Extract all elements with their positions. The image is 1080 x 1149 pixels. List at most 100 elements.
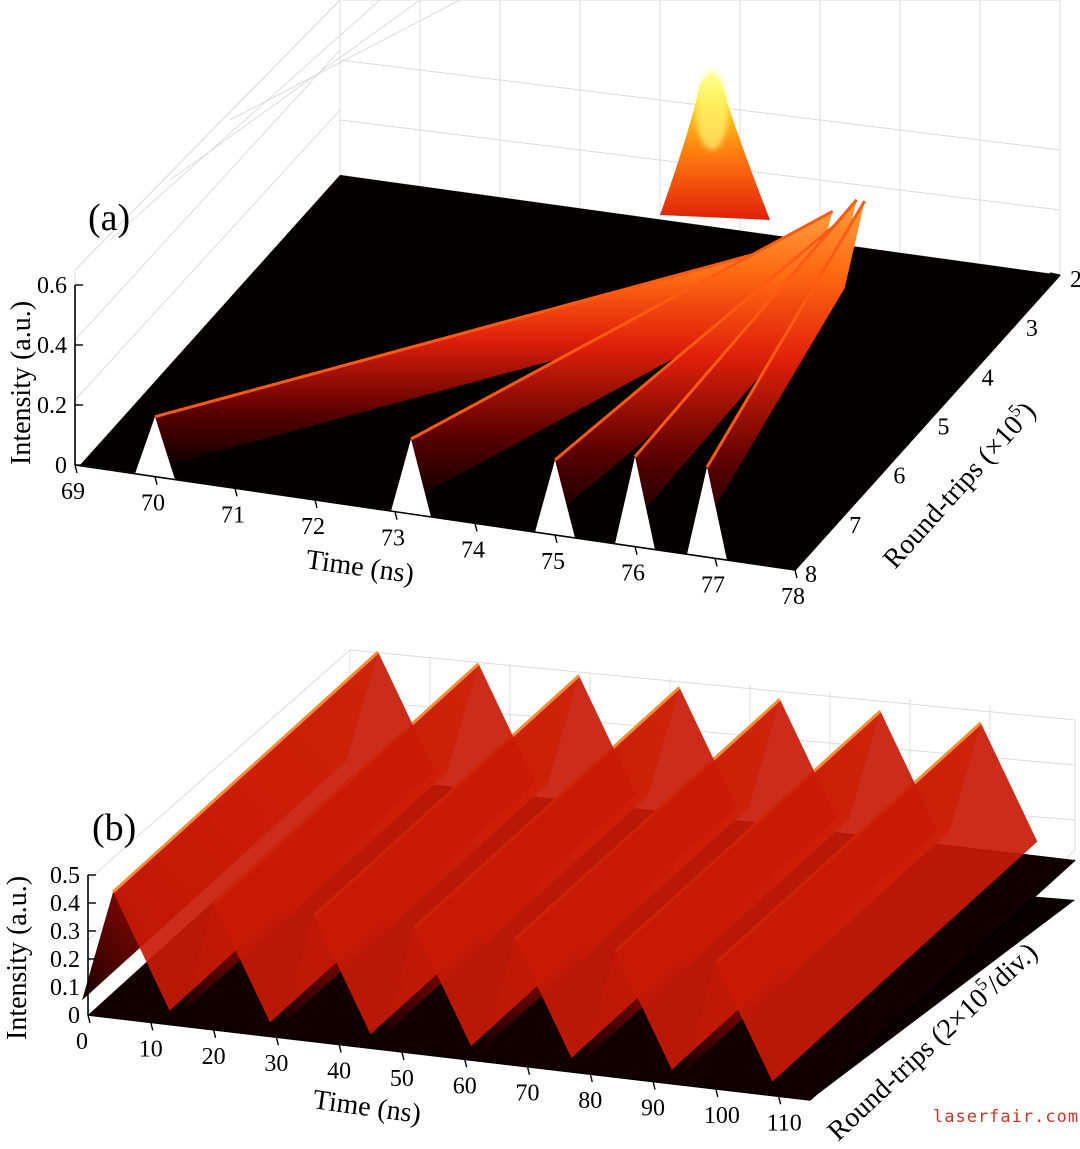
- panel-a-x-tick-mark: [474, 523, 478, 532]
- panel-a-x-tick-mark: [554, 534, 558, 544]
- panel-a-y-tick-label: 5: [938, 415, 950, 441]
- panel-a-x-tick-mark: [314, 499, 318, 509]
- panel-b-axes: [87, 859, 1076, 1101]
- panel-b-pulse-fall: [113, 651, 435, 1011]
- panel-b-x-tick-label: 110: [767, 1110, 802, 1136]
- panel-a-x-tick-mark: [234, 488, 238, 497]
- panel-a-x-tick-mark: [394, 511, 398, 520]
- panel-b-x-tick-label: 0: [76, 1029, 88, 1055]
- panel-b-z-tick-label: 0.3: [50, 919, 80, 945]
- panel-a-x-tick-label: 77: [701, 572, 725, 598]
- panel-b-x-tick-mark: [464, 1059, 468, 1068]
- panel-b-x-tick-mark: [275, 1037, 280, 1046]
- panel-b-x-tick-label: 60: [453, 1073, 477, 1099]
- panel-a-y-tick-mark: [873, 468, 884, 473]
- panel-b-pulse-fall: [615, 711, 937, 1070]
- panel-b-x-tick-label: 10: [139, 1036, 163, 1062]
- panel-a-y-tick-label: 7: [849, 513, 861, 539]
- panel-b-x-tick-label: 40: [327, 1059, 351, 1085]
- panel-a-x-tick-label: 72: [301, 514, 325, 540]
- panel-b-x-tick-label: 30: [264, 1051, 288, 1077]
- panel-b-z-tick-label: 0.4: [50, 891, 80, 917]
- panel-b-x-tick-label: 90: [641, 1096, 665, 1122]
- panel-b-z-axis-title: Intensity (a.u.): [2, 876, 33, 1040]
- panel-a-y-tick-mark: [784, 567, 796, 571]
- panel-a-ridge-3: [535, 213, 849, 533]
- panel-a-x-ticks: 69 70 71 72 73 74 75 76 77 78: [61, 464, 805, 610]
- panel-a-x-tick-mark: [794, 569, 798, 579]
- panel-a-ridge-crest-4: [633, 198, 858, 458]
- panel-b-label: (b): [92, 807, 136, 849]
- panel-a-y-tick-label: 4: [982, 365, 994, 391]
- panel-b-x-tick-mark: [526, 1066, 531, 1075]
- panel-b-x-ticks: 0 10 20 30 40 50 60 70 80 90 100 110: [76, 1014, 802, 1136]
- panel-a-ridge-front-2: [391, 439, 431, 517]
- panel-a-ridge-4: [615, 199, 857, 544]
- panel-b-x-tick-mark: [87, 1014, 91, 1024]
- panel-a-x-tick-mark: [714, 558, 718, 567]
- panel-a-x-tick-label: 76: [621, 561, 645, 587]
- panel-b-x-tick-mark: [589, 1073, 593, 1083]
- panel-a-ridge-2: [391, 211, 833, 512]
- panel-a-x-tick-mark: [74, 464, 78, 474]
- panel-a-x-tick-label: 69: [61, 479, 85, 505]
- panel-a-ridge-5: [687, 201, 865, 555]
- panel-a-ridge-crest-1: [154, 227, 850, 419]
- panel-a-x-tick-label: 70: [141, 491, 165, 517]
- panel-a-ridge-crest-5: [705, 200, 866, 468]
- panel-b-z-tick-label: 0.5: [50, 863, 80, 889]
- panel-a-y-tick-label: 2: [1070, 267, 1080, 293]
- panel-a-x-tick-mark: [154, 476, 158, 485]
- panel-a-merged-peak: [660, 70, 770, 220]
- panel-a-z-tick-label: 0.4: [37, 333, 67, 359]
- panel-a-y-tick-mark: [961, 370, 972, 375]
- panel-a-ridge-front-1: [135, 416, 175, 480]
- panel-b-pulse-fall: [715, 722, 1038, 1082]
- panel-a-x-tick-label: 78: [781, 584, 805, 610]
- panel-b-x-tick-mark: [401, 1051, 405, 1061]
- panel-b-pulse-fall: [514, 699, 837, 1058]
- panel-a-z-axis-title: Intensity (a.u.): [6, 301, 37, 465]
- panel-b-pulse-fall: [314, 675, 636, 1035]
- panel-b-x-tick-mark: [777, 1096, 782, 1105]
- panel-b-z-tick-label: 0: [68, 1003, 80, 1029]
- panel-a-x-tick-label: 71: [221, 502, 245, 528]
- panel-a-x-tick-label: 75: [541, 549, 565, 575]
- watermark-text: laserfair.com: [933, 1107, 1079, 1127]
- panel-a-y-tick-label: 6: [893, 464, 905, 490]
- panel-a-z-tick-label: 0.6: [37, 273, 67, 299]
- panel-a-ridge-front-5: [687, 467, 727, 561]
- panel-a-ridge-crest-2: [410, 210, 834, 441]
- panel-b: 0 10 20 30 40 50 60 70 80 90 100 110 00.10.20.30.40…: [2, 649, 1076, 1147]
- panel-b-pulse-crest: [112, 650, 380, 894]
- panel-a-ridge-1: [135, 228, 849, 474]
- panel-b-x-tick-label: 20: [202, 1044, 226, 1070]
- panel-b-pulses: [82, 650, 1075, 1100]
- panel-b-z-tick-label: 0.1: [50, 975, 80, 1001]
- panel-a-ridge-front-4: [615, 456, 655, 550]
- panel-a-ridge-front-3: [535, 460, 575, 538]
- panel-a-y-tick-label: 3: [1026, 316, 1038, 342]
- panel-a-y-ticks: 2 3 4 5 6 7 8: [784, 267, 1080, 588]
- panel-b-x-tick-label: 50: [390, 1066, 414, 1092]
- panel-a-y-tick-mark: [829, 518, 840, 522]
- panel-a-ridge-crest-3: [554, 212, 850, 462]
- panel-a-y-tick-mark: [1005, 321, 1016, 325]
- panel-b-x-tick-label: 100: [704, 1103, 740, 1129]
- panel-b-x-tick-label: 80: [578, 1088, 602, 1114]
- panel-b-z-ticks: 00.10.20.30.40.5: [50, 863, 96, 1029]
- panel-a-x-tick-mark: [634, 546, 638, 555]
- panel-a-z-tick-label: 0: [55, 453, 67, 479]
- panel-b-x-tick-mark: [150, 1022, 154, 1031]
- panel-b-z-tick-label: 0.2: [50, 947, 80, 973]
- panel-a-ridges: [135, 198, 866, 561]
- panel-b-x-tick-mark: [212, 1029, 217, 1038]
- panel-b-pulse-fall: [414, 687, 736, 1047]
- panel-b-pulse-fall: [213, 663, 536, 1023]
- panel-b-x-tick-mark: [652, 1081, 656, 1090]
- panel-a-label: (a): [88, 197, 130, 239]
- panel-b-x-tick-label: 70: [515, 1081, 539, 1107]
- panel-b-x-tick-mark: [715, 1088, 719, 1098]
